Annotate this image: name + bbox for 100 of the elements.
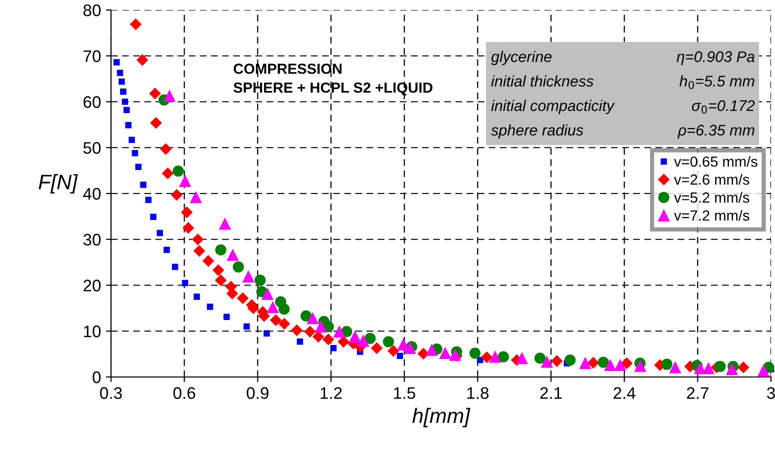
point	[128, 136, 135, 143]
x-tick-label: 1.2	[320, 387, 342, 399]
annotation: σ$_{0}$=0.172	[692, 100, 755, 114]
point	[588, 357, 600, 369]
annotation: glycerine	[491, 50, 552, 66]
point	[614, 359, 626, 371]
point	[661, 358, 672, 370]
point	[182, 222, 194, 234]
x-tick-label: 0.9	[246, 387, 268, 399]
y-tick-label: 30	[83, 234, 101, 246]
point	[242, 270, 254, 282]
point	[357, 334, 370, 347]
y-tick-label: 10	[84, 326, 101, 338]
y-tick-label: 20	[84, 280, 101, 292]
point	[480, 352, 492, 364]
point	[202, 255, 214, 267]
point	[300, 310, 312, 322]
point	[498, 351, 509, 362]
point	[738, 362, 750, 374]
point	[160, 143, 172, 155]
annotation: initial thickness	[491, 75, 594, 87]
point	[516, 352, 528, 364]
point	[322, 334, 334, 346]
point	[382, 336, 394, 348]
point	[116, 70, 124, 76]
point	[219, 218, 231, 230]
point	[534, 352, 546, 364]
point	[182, 280, 188, 286]
point	[266, 301, 279, 314]
y-tick-label: 70	[84, 50, 101, 62]
legend-label: v=0.65 mm/s	[674, 156, 758, 167]
point	[726, 363, 738, 376]
point	[237, 292, 249, 304]
point	[758, 364, 770, 376]
point	[215, 274, 227, 286]
point	[125, 122, 132, 128]
point	[132, 150, 138, 156]
point	[579, 357, 592, 370]
point	[564, 354, 576, 366]
point	[193, 245, 205, 257]
x-tick-label: 1.8	[467, 387, 489, 399]
point	[179, 175, 191, 188]
point	[330, 344, 337, 352]
point	[396, 352, 404, 360]
point	[136, 54, 148, 66]
point	[254, 274, 266, 286]
point	[194, 294, 200, 300]
point	[162, 168, 174, 180]
point	[140, 182, 146, 188]
x-tick-label: 2.1	[540, 387, 562, 399]
annotation: COMPRESSION SPHERE + HCPL S2 +LIQUID	[234, 64, 432, 96]
point	[714, 360, 726, 372]
point	[439, 347, 452, 360]
annotation: η=0.903 Pa	[676, 51, 754, 66]
x-tick-label: 3	[767, 387, 775, 399]
point	[598, 356, 609, 368]
point	[338, 336, 350, 348]
point	[223, 314, 230, 320]
point	[694, 362, 706, 374]
point	[264, 330, 270, 337]
point	[122, 98, 128, 105]
x-tick-label: 1.5	[394, 387, 416, 399]
legend-label: v=7.2 mm/s	[674, 210, 750, 221]
y-tick-label: 80	[83, 4, 101, 16]
point	[212, 264, 224, 276]
point	[130, 18, 142, 30]
point	[172, 165, 184, 177]
x-tick-label: 0.3	[100, 387, 122, 399]
point	[120, 88, 126, 95]
point	[190, 191, 202, 204]
point	[150, 214, 156, 220]
point	[370, 342, 382, 354]
point	[149, 88, 161, 100]
point	[135, 164, 142, 170]
point	[296, 338, 304, 345]
point	[304, 326, 316, 338]
point	[634, 360, 646, 372]
y-tick-label: 0	[92, 371, 101, 384]
point	[145, 196, 152, 204]
point	[540, 356, 553, 368]
point	[124, 106, 130, 114]
y-tick-label: 60	[84, 96, 101, 108]
point	[669, 361, 682, 374]
point	[262, 288, 274, 300]
point	[315, 320, 327, 332]
point	[172, 264, 178, 270]
annotation: ρ=6.35 mm	[678, 124, 754, 139]
y-tick-label: 40	[83, 188, 101, 200]
point	[113, 59, 120, 66]
y-axis-title: F[N]	[38, 174, 78, 194]
point	[333, 326, 346, 338]
x-tick-label: 0.6	[173, 387, 196, 399]
point	[469, 348, 481, 359]
annotation: sphere radius	[491, 124, 584, 139]
point	[206, 304, 214, 310]
x-axis-title: h[mm]	[412, 408, 470, 428]
point	[551, 355, 563, 367]
point	[291, 324, 303, 336]
point	[364, 332, 376, 344]
point	[164, 246, 170, 254]
